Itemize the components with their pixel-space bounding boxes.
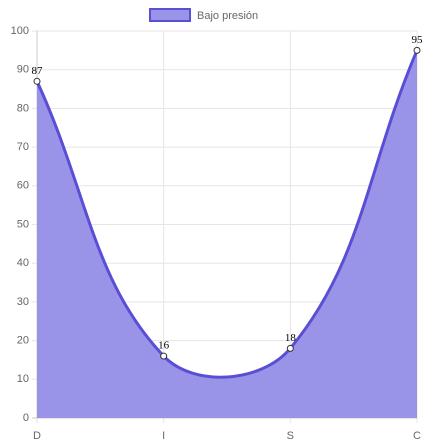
x-tick-label: D [33,430,41,442]
y-tick-label: 100 [11,25,29,37]
point [286,344,294,352]
x-tick-label: I [162,430,165,442]
y-tick-label: 60 [17,180,29,192]
point [33,77,41,85]
y-tick-label: 0 [23,412,29,424]
y-tick-label: 30 [17,296,29,308]
data-label: 16 [158,340,170,352]
y-tick-label: 20 [17,335,29,347]
y-tick-label: 10 [17,373,29,385]
x-tick-label: C [413,430,421,442]
line [35,49,419,379]
point [160,352,168,360]
point [413,46,421,54]
legend-label: Bajo presión [197,10,258,22]
y-tick-label: 40 [17,257,29,269]
y-tick-label: 70 [17,141,29,153]
data-label: 18 [285,332,297,344]
y-tick-label: 50 [17,218,29,230]
data-label: 95 [412,34,424,46]
area [37,50,417,418]
x-tick-label: S [287,430,294,442]
y-tick-label: 90 [17,64,29,76]
data-label: 87 [32,65,44,77]
y-tick-label: 80 [17,102,29,114]
legend-swatch [149,8,191,22]
